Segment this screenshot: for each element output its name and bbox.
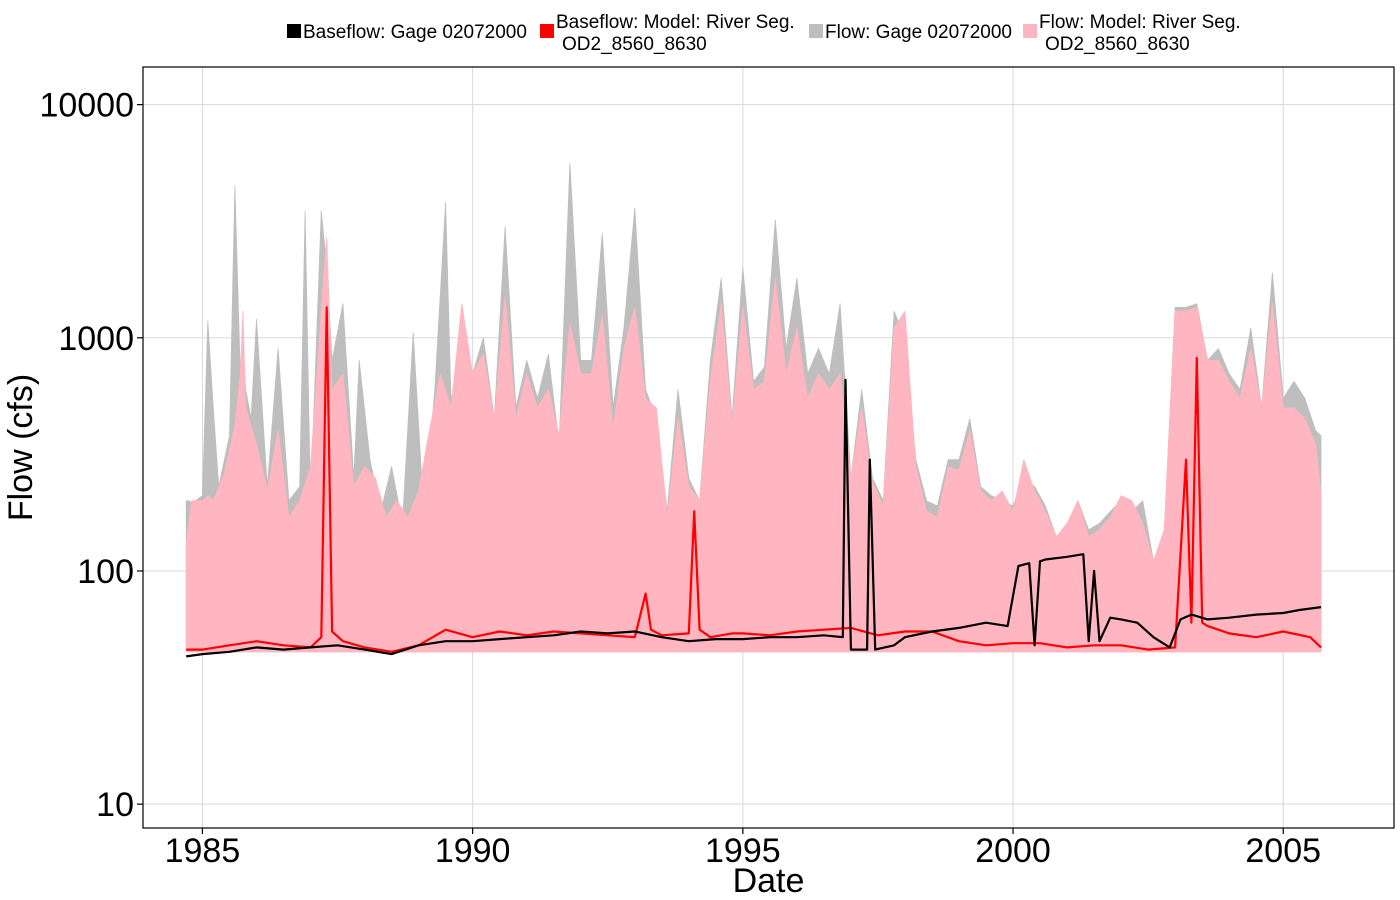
series-line-2 (186, 306, 1322, 653)
plot-panel-border (142, 66, 1395, 829)
legend-key-1 (540, 24, 554, 38)
x-tick-label-4: 2005 (1245, 832, 1321, 870)
legend-key-3 (1023, 24, 1037, 38)
x-tick-label-2: 1995 (705, 832, 781, 870)
legend-label-2: Flow: Gage 02072000 (825, 22, 1012, 43)
legend-key-2 (809, 24, 823, 38)
y-tick-label-0: 10 (96, 786, 134, 824)
legend-label-3-line-0: Flow: Model: River Seg. (1039, 12, 1241, 33)
y-axis-title: Flow (cfs) (2, 374, 40, 521)
x-tick-label-3: 2000 (975, 832, 1051, 870)
y-tick-label-1: 100 (77, 553, 134, 591)
legend: Baseflow: Gage 02072000 Baseflow: Model: … (287, 12, 1241, 55)
legend-key-0 (287, 24, 301, 38)
legend-label-3-line-1: OD2_8560_8630 (1045, 34, 1190, 55)
legend-label-1-line-1: OD2_8560_8630 (562, 34, 707, 55)
y-tick-label-3: 10000 (39, 87, 134, 125)
x-axis: 1985 1990 1995 2000 2005 (165, 828, 1321, 870)
series-layer (185, 162, 1322, 658)
series-line-3 (186, 378, 1322, 658)
x-tick-label-0: 1985 (165, 832, 241, 870)
legend-label-0: Baseflow: Gage 02072000 (303, 22, 527, 43)
y-tick-label-2: 1000 (58, 320, 134, 358)
legend-label-1-line-0: Baseflow: Model: River Seg. (556, 12, 795, 33)
x-axis-title: Date (733, 862, 805, 900)
series-area-1 (185, 236, 1322, 653)
y-axis: 10 100 1000 10000 (39, 87, 143, 824)
x-tick-label-1: 1990 (435, 832, 511, 870)
